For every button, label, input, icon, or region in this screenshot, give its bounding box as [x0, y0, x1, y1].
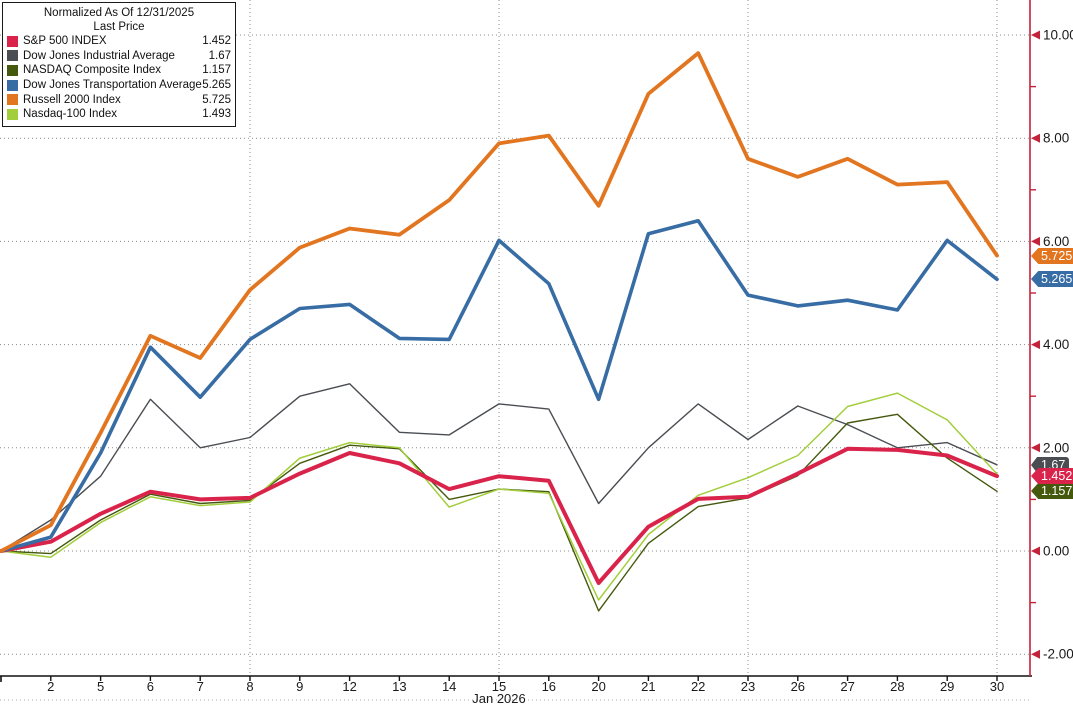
series-line-s-p-500-index [0, 446, 999, 585]
legend-item-value: 5.725 [202, 93, 231, 106]
legend-swatch-icon [7, 64, 18, 76]
x-axis-label: 27 [840, 679, 854, 694]
legend-item[interactable]: Dow Jones Industrial Average 1.67 [7, 49, 231, 64]
x-axis-label: 26 [791, 679, 805, 694]
x-axis-label: 22 [691, 679, 705, 694]
legend-subtitle: Last Price [93, 21, 145, 33]
y-axis-label: 2.00 [1043, 440, 1069, 455]
y-axis-label: 8.00 [1043, 131, 1069, 146]
legend-swatch-icon [7, 79, 18, 91]
x-axis-label: 6 [147, 679, 154, 694]
legend-swatch-icon [7, 94, 18, 106]
x-axis-label: 28 [890, 679, 904, 694]
x-axis-label: 29 [940, 679, 954, 694]
x-axis-label: 14 [442, 679, 456, 694]
x-axis-label: 15 [492, 679, 506, 694]
x-axis-label: 30 [990, 679, 1004, 694]
x-axis-label: 7 [197, 679, 204, 694]
x-axis-month-label: Jan 2026 [472, 691, 526, 704]
x-axis-label: 23 [741, 679, 755, 694]
y-axis-label: 0.00 [1043, 544, 1069, 559]
x-axis-label: 5 [97, 679, 104, 694]
legend-item[interactable]: Russell 2000 Index 5.725 [7, 92, 231, 107]
legend-swatch-icon [7, 35, 18, 47]
legend-item-value: 1.67 [208, 49, 231, 62]
legend-item[interactable]: NASDAQ Composite Index 1.157 [7, 63, 231, 78]
y-axis-tick-arrow-icon [1031, 649, 1040, 659]
x-axis-label: 12 [342, 679, 356, 694]
y-axis-label: 4.00 [1043, 337, 1069, 352]
y-axis-label: 6.00 [1043, 234, 1069, 249]
legend-item-value: 1.452 [202, 35, 231, 48]
y-axis-label: -2.00 [1043, 647, 1073, 662]
legend-item[interactable]: Nasdaq-100 Index 1.493 [7, 107, 231, 122]
y-axis-tick-arrow-icon [1031, 546, 1040, 556]
y-axis-tick-arrow-icon [1031, 236, 1040, 246]
legend-item-label: Dow Jones Transportation Average [23, 79, 202, 92]
y-axis-tick-arrow-icon [1031, 443, 1040, 453]
x-axis-label: 16 [542, 679, 556, 694]
x-axis-label: 13 [392, 679, 406, 694]
last-price-badge: 5.265 [1031, 271, 1073, 287]
legend-item-label: Nasdaq-100 Index [23, 108, 117, 121]
legend-swatch-icon [7, 50, 18, 62]
legend-item-value: 1.493 [202, 108, 231, 121]
last-price-badge: 1.157 [1031, 483, 1073, 499]
legend-item-label: NASDAQ Composite Index [23, 64, 162, 77]
legend-item-label: S&P 500 INDEX [23, 35, 107, 48]
legend-item-label: Dow Jones Industrial Average [23, 49, 175, 62]
y-axis-tick-arrow-icon [1031, 340, 1040, 350]
legend-item-value: 1.157 [202, 64, 231, 77]
x-axis-label: 8 [246, 679, 253, 694]
legend-box[interactable]: Normalized As Of 12/31/2025 Last Price S… [2, 2, 236, 127]
series-line-russell-2000-index [0, 51, 999, 553]
y-axis-tick-arrow-icon [1031, 30, 1040, 40]
x-axis-label: 21 [641, 679, 655, 694]
legend-title: Normalized As Of 12/31/2025 [43, 7, 195, 19]
x-axis-label: 20 [591, 679, 605, 694]
series-line-nasdaq-100-index [0, 392, 998, 601]
x-axis-label: 2 [47, 679, 54, 694]
legend-item[interactable]: S&P 500 INDEX 1.452 [7, 34, 231, 49]
series-line-dow-jones-transportation-average [0, 219, 999, 553]
series-line-dow-jones-industrial-average [0, 383, 998, 552]
last-price-badge: 5.725 [1031, 248, 1073, 264]
last-price-badge: 1.452 [1031, 468, 1073, 484]
y-axis-label: 10.00 [1043, 28, 1073, 43]
y-axis-tick-arrow-icon [1031, 133, 1040, 143]
x-axis-label: 9 [296, 679, 303, 694]
legend-items: S&P 500 INDEX 1.452 Dow Jones Industrial A… [7, 34, 231, 122]
legend-item[interactable]: Dow Jones Transportation Average 5.265 [7, 78, 231, 93]
legend-item-label: Russell 2000 Index [23, 93, 121, 106]
legend-swatch-icon [7, 108, 18, 120]
legend-item-value: 5.265 [202, 79, 231, 92]
